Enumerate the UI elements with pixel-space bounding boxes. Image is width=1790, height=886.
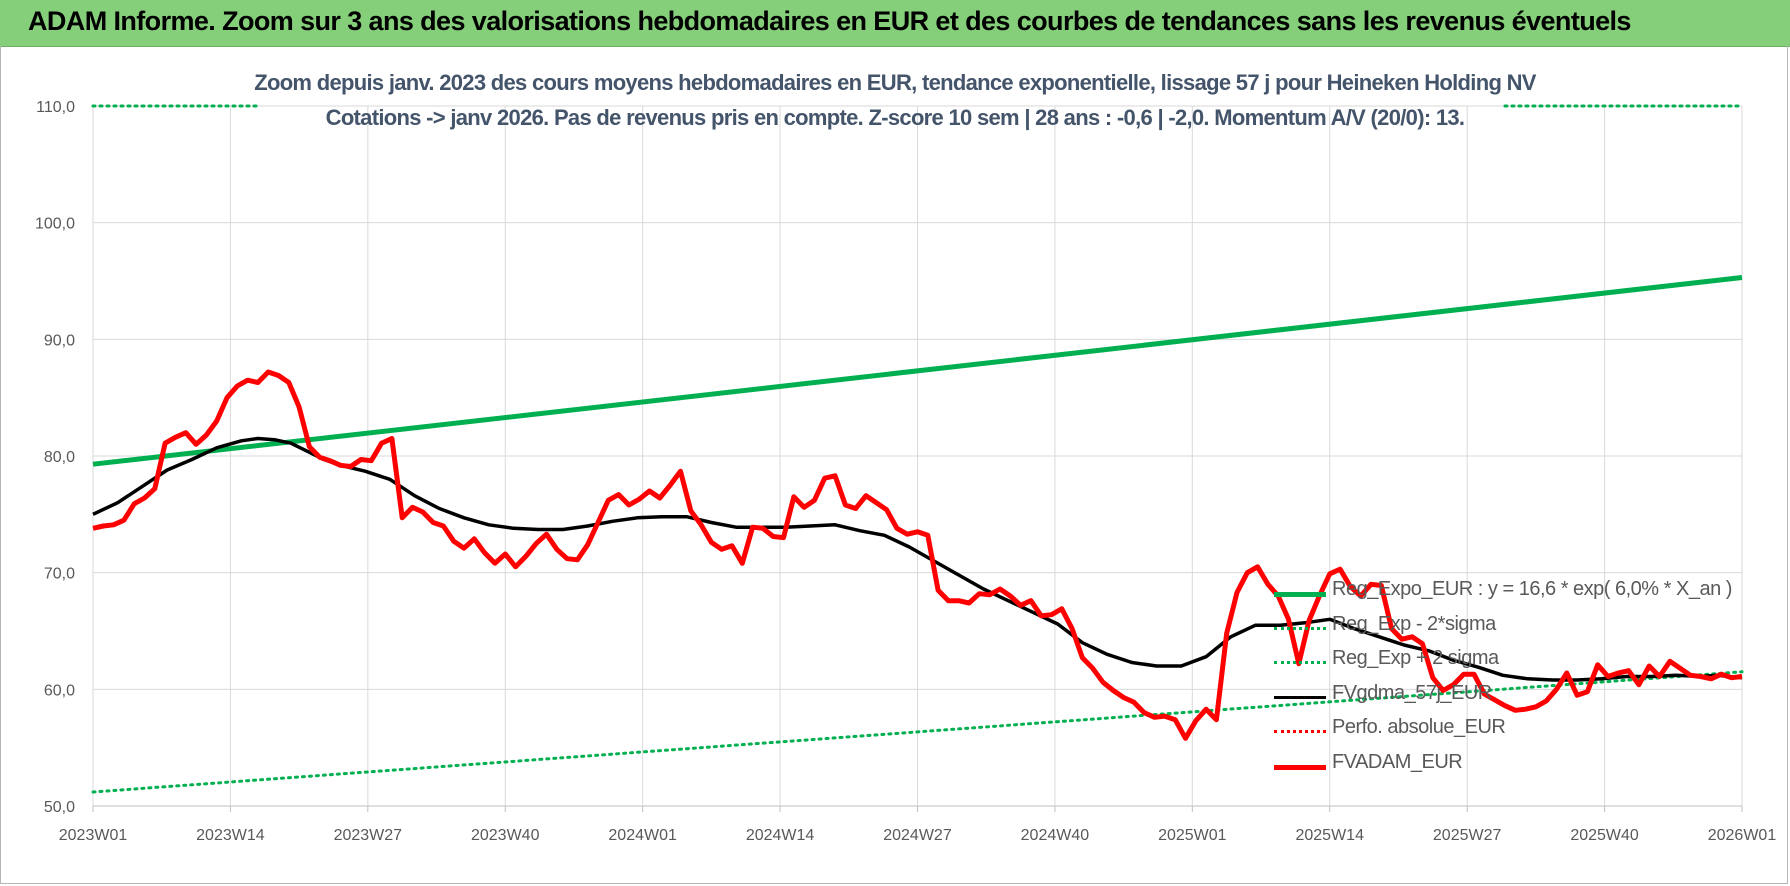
x-tick-label: 2025W14 <box>1295 827 1364 844</box>
y-tick-label: 110,0 <box>36 99 75 116</box>
legend-swatch <box>1274 730 1326 733</box>
legend-swatch <box>1274 626 1326 630</box>
legend-item: Reg_Exp + 2 sigma <box>1274 645 1754 680</box>
x-tick-label: 2024W14 <box>746 827 815 844</box>
series-line-0 <box>92 275 1743 467</box>
x-tick-label: 2024W40 <box>1021 827 1090 844</box>
title-banner: ADAM Informe. Zoom sur 3 ans des valoris… <box>0 0 1790 47</box>
legend-item: Reg_Exp - 2*sigma <box>1274 611 1754 646</box>
y-tick-label: 80,0 <box>44 449 75 466</box>
chart-grid <box>92 105 1743 812</box>
x-tick-label: 2023W40 <box>471 827 540 844</box>
legend-swatch <box>1274 592 1326 597</box>
y-tick-label: 100,0 <box>35 216 75 233</box>
x-tick-label: 2023W01 <box>59 827 128 844</box>
legend-swatch <box>1274 661 1326 664</box>
x-tick-label: 2024W01 <box>608 827 677 844</box>
legend-item: Reg_Expo_EUR : y = 16,6 * exp( 6,0% * X_… <box>1274 576 1754 611</box>
y-tick-label: 90,0 <box>44 332 75 349</box>
series-line-5 <box>92 369 1743 741</box>
legend-label: Reg_Expo_EUR : y = 16,6 * exp( 6,0% * X_… <box>1332 578 1732 600</box>
y-tick-label: 70,0 <box>44 566 75 583</box>
x-tick-label: 2023W27 <box>334 827 403 844</box>
legend-label: Perfo. absolue_EUR <box>1332 716 1506 738</box>
legend-label: FVADAM_EUR <box>1332 750 1463 773</box>
y-axis: 50,0 60,0 70,0 80,0 90,0 100,0 110,0 <box>35 99 75 816</box>
legend-swatch <box>1274 764 1326 770</box>
x-tick-label: 2025W01 <box>1158 827 1227 844</box>
y-tick-label: 50,0 <box>44 799 75 816</box>
chart-series <box>91 104 1744 794</box>
series-line-1 <box>91 670 1744 794</box>
legend-label: Reg_Exp - 2*sigma <box>1332 612 1496 635</box>
legend-swatch <box>1274 695 1326 699</box>
legend-item: FVgdma_57j_EUR <box>1274 680 1754 715</box>
chart-frame <box>0 46 1788 884</box>
x-tick-label: 2025W27 <box>1433 827 1502 844</box>
chart-subtitle: Cotations -> janv 2026. Pas de revenus p… <box>325 105 1465 130</box>
x-tick-label: 2023W14 <box>196 827 265 844</box>
x-tick-label: 2026W01 <box>1708 827 1777 844</box>
legend-label: FVgdma_57j_EUR <box>1332 681 1492 704</box>
legend-item: FVADAM_EUR <box>1274 749 1754 784</box>
x-tick-label: 2025W40 <box>1570 827 1639 844</box>
chart-legend: Reg_Expo_EUR : y = 16,6 * exp( 6,0% * X_… <box>1274 576 1754 783</box>
x-axis: 2023W01 2023W14 2023W27 2023W40 2024W01 2024W… <box>59 827 1777 844</box>
x-tick-label: 2024W27 <box>883 827 952 844</box>
report-title: ADAM Informe. Zoom sur 3 ans des valoris… <box>28 6 1631 36</box>
y-tick-label: 60,0 <box>44 682 75 699</box>
chart-title: Zoom depuis janv. 2023 des cours moyens … <box>254 70 1536 95</box>
legend-item: Perfo. absolue_EUR <box>1274 714 1754 749</box>
legend-label: Reg_Exp + 2 sigma <box>1332 647 1499 669</box>
